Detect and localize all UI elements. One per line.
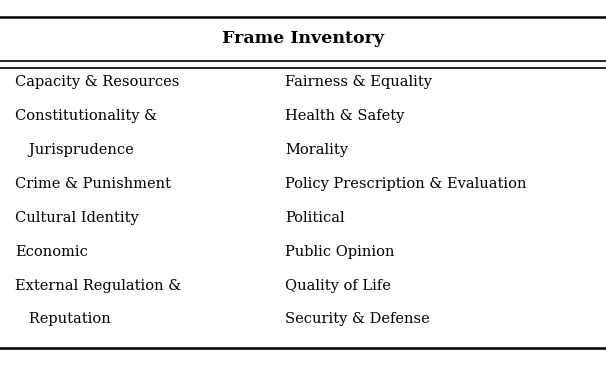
- Text: Political: Political: [285, 211, 344, 225]
- Text: Reputation: Reputation: [15, 312, 111, 326]
- Text: External Regulation &: External Regulation &: [15, 279, 181, 293]
- Text: Morality: Morality: [285, 143, 348, 157]
- Text: Public Opinion: Public Opinion: [285, 245, 395, 259]
- Text: Cultural Identity: Cultural Identity: [15, 211, 139, 225]
- Text: Capacity & Resources: Capacity & Resources: [15, 75, 179, 89]
- Text: Fairness & Equality: Fairness & Equality: [285, 75, 432, 89]
- Text: Frame Inventory: Frame Inventory: [222, 30, 384, 47]
- Text: Health & Safety: Health & Safety: [285, 109, 404, 123]
- Text: Crime & Punishment: Crime & Punishment: [15, 177, 171, 191]
- Text: Constitutionality &: Constitutionality &: [15, 109, 158, 123]
- Text: Economic: Economic: [15, 245, 88, 259]
- Text: Quality of Life: Quality of Life: [285, 279, 391, 293]
- Text: Jurisprudence: Jurisprudence: [15, 143, 134, 157]
- Text: Policy Prescription & Evaluation: Policy Prescription & Evaluation: [285, 177, 527, 191]
- Text: Security & Defense: Security & Defense: [285, 312, 430, 326]
